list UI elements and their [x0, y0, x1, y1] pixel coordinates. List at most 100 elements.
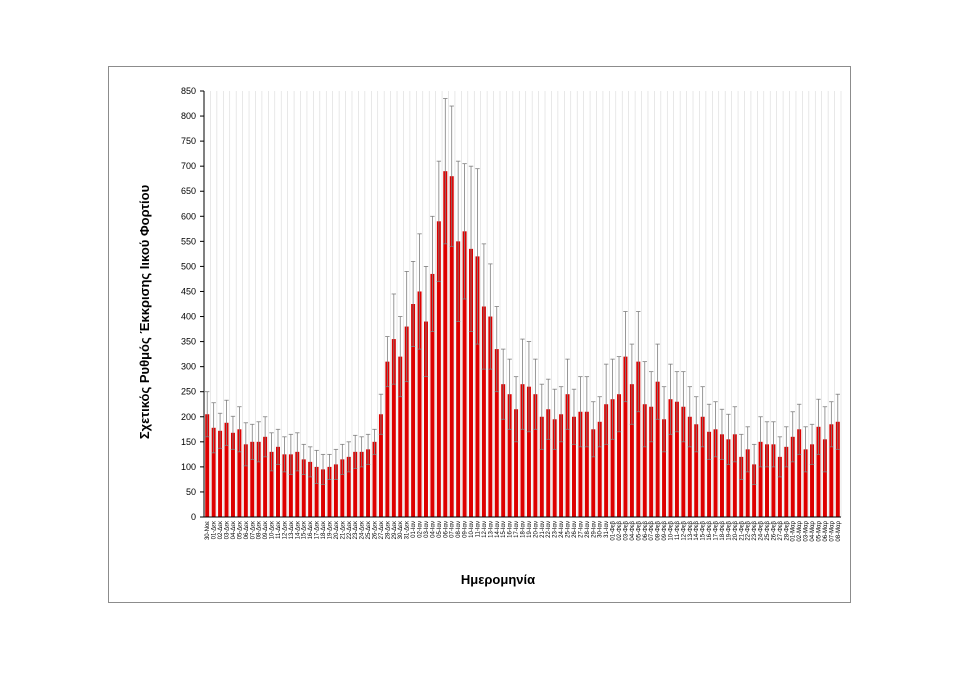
x-tick-label: 09-Φεβ: [662, 520, 668, 540]
bar: [810, 444, 815, 517]
bar: [218, 430, 223, 517]
bar: [559, 414, 564, 517]
x-tick-label: 30-Ιαν: [598, 521, 604, 538]
bar: [481, 306, 486, 517]
x-tick-label: 05-Μαρ: [816, 520, 822, 541]
x-tick-label: 06-Μαρ: [823, 520, 829, 541]
x-tick-label: 20-Φεβ: [733, 520, 739, 540]
bar: [308, 461, 313, 517]
x-tick-label: 19-Φεβ: [726, 520, 732, 540]
bar: [546, 409, 551, 517]
y-axis-title: Σχετικός Ρυθμός Έκκρισης Ιικού Φορτίου: [137, 184, 152, 439]
x-tick-label: 14-Φεβ: [694, 520, 700, 540]
bar: [784, 446, 789, 517]
bar: [662, 419, 667, 517]
x-tick-label: 15-Φεβ: [701, 520, 707, 540]
x-tick-label: 04-Ιαν: [430, 521, 436, 538]
x-tick-label: 01-Δεκ: [212, 520, 218, 539]
bar: [694, 424, 699, 517]
bar: [501, 384, 506, 517]
x-tick-label: 07-Δεκ: [250, 520, 256, 539]
bar: [719, 434, 724, 517]
x-tick-label: 26-Φεβ: [771, 520, 777, 540]
bar: [359, 451, 364, 517]
x-tick-label: 20-Δεκ: [334, 520, 340, 539]
x-tick-label: 10-Ιαν: [469, 521, 475, 538]
bar: [655, 381, 660, 517]
x-tick-label: 21-Ιαν: [540, 521, 546, 538]
bar: [443, 171, 448, 517]
x-tick-label: 05-Δεκ: [237, 520, 243, 539]
bar: [539, 416, 544, 517]
x-tick-label: 20-Ιαν: [533, 521, 539, 538]
x-tick-label: 21-Δεκ: [340, 520, 346, 539]
bar: [507, 394, 512, 517]
bar: [797, 429, 802, 517]
bar: [597, 421, 602, 517]
x-axis-title: Ημερομηνία: [461, 572, 535, 587]
bar: [829, 424, 834, 517]
bar: [494, 349, 499, 517]
x-tick-label: 25-Ιαν: [566, 521, 572, 538]
x-tick-label: 17-Δεκ: [315, 520, 321, 539]
bar: [211, 427, 216, 517]
bar: [610, 399, 615, 517]
bar: [205, 414, 210, 517]
bar: [629, 384, 634, 517]
x-tick-label: 10-Δεκ: [270, 520, 276, 539]
bar: [700, 416, 705, 517]
chart-frame: 0 50 100 150 200 250 300 350 400 450 500 550 600 650 7…: [108, 66, 851, 603]
y-tick-label: 100: [181, 462, 196, 472]
bar: [321, 469, 326, 517]
bar: [263, 436, 268, 517]
bar: [282, 454, 287, 517]
y-tick-label: 700: [181, 161, 196, 171]
x-tick-label: 01-Μαρ: [791, 520, 797, 541]
y-tick-label: 350: [181, 337, 196, 347]
y-tick-label: 250: [181, 387, 196, 397]
x-tick-label: 02-Ιαν: [418, 521, 424, 538]
x-tick-label: 07-Μαρ: [829, 520, 835, 541]
bar: [745, 449, 750, 517]
x-tick-label: 26-Δεκ: [373, 520, 379, 539]
bar: [276, 446, 280, 517]
y-tick-label: 600: [181, 211, 196, 221]
bar: [584, 411, 589, 517]
y-axis: 0 50 100 150 200 250 300 350 400 450 500 550 600 650 7…: [181, 86, 205, 522]
x-tick-label: 28-Φεβ: [784, 520, 790, 540]
x-tick-label: 15-Δεκ: [302, 520, 308, 539]
x-tick-label: 13-Δεκ: [289, 520, 295, 539]
bar: [423, 321, 428, 517]
x-tick-label: 26-Ιαν: [572, 521, 578, 538]
x-tick-label: 30-Νοε: [205, 521, 211, 540]
bar: [301, 459, 306, 517]
y-tick-label: 200: [181, 412, 196, 422]
y-tick-label: 300: [181, 362, 196, 372]
bar-chart: 0 50 100 150 200 250 300 350 400 450 500 550 600 650 7…: [137, 86, 842, 587]
bar: [726, 439, 731, 517]
bar: [430, 273, 435, 517]
y-tick-label: 450: [181, 286, 196, 296]
x-tick-label: 04-Δεκ: [231, 520, 237, 539]
bar: [391, 339, 396, 517]
x-tick-label: 16-Ιαν: [508, 521, 514, 538]
x-tick-label: 30-Δεκ: [398, 520, 404, 539]
bar: [449, 176, 454, 517]
bar: [822, 439, 827, 517]
bar: [623, 356, 628, 517]
y-tick-label: 800: [181, 111, 196, 121]
bar: [816, 426, 821, 517]
x-tick-label: 27-Ιαν: [578, 521, 584, 538]
x-tick-label: 22-Φεβ: [746, 520, 752, 540]
x-tick-label: 16-Δεκ: [308, 520, 314, 539]
bar: [674, 401, 679, 517]
gridlines: [203, 91, 842, 517]
bar: [256, 441, 261, 517]
bar: [288, 454, 293, 517]
x-tick-label: 04-Φεβ: [630, 520, 636, 540]
bar: [636, 361, 641, 517]
bar: [649, 406, 654, 517]
bar: [314, 466, 319, 517]
x-tick-label: 08-Ιαν: [456, 521, 462, 538]
bar: [353, 451, 358, 517]
